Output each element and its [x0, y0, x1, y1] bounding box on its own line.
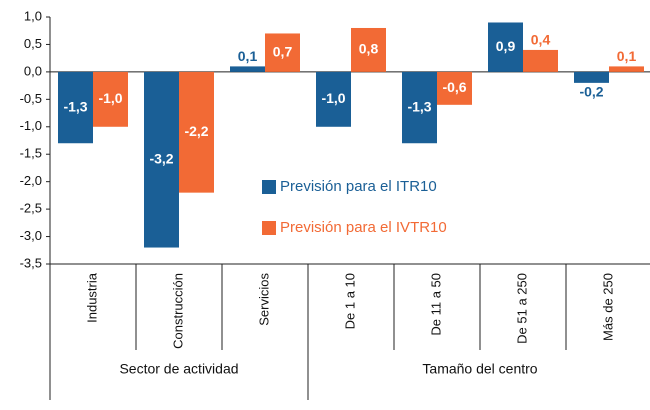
x-tick-label: Construcción: [170, 273, 185, 349]
bar: [402, 71, 437, 144]
y-tick-label: 0,5: [24, 36, 42, 51]
x-tick-label: De 1 a 10: [342, 273, 357, 329]
bar: [265, 33, 300, 72]
legend-label: Previsión para el IVTR10: [280, 219, 447, 236]
y-tick-label: -1,5: [20, 146, 42, 161]
x-tick-label: Más de 250: [600, 273, 615, 341]
y-tick-label: -2,0: [20, 173, 42, 188]
value-label: -0,6: [442, 79, 466, 95]
bar: [316, 71, 351, 127]
x-tick-label: Servicios: [256, 273, 271, 326]
bar: [574, 71, 609, 83]
bar: [351, 27, 386, 72]
legend-swatch: [262, 180, 276, 194]
y-tick-label: -3,0: [20, 228, 42, 243]
y-tick-label: -1,0: [20, 118, 42, 133]
value-label: -1,3: [63, 98, 87, 114]
value-label: 0,1: [617, 48, 637, 64]
value-label: 0,9: [496, 38, 516, 54]
group-label: Tamaño del centro: [422, 361, 537, 377]
value-label: -2,2: [184, 123, 208, 139]
y-tick-label: -2,5: [20, 201, 42, 216]
bar: [437, 71, 472, 105]
value-label: -1,0: [321, 90, 345, 106]
x-tick-label: Industria: [84, 272, 99, 323]
value-label: -1,0: [98, 90, 122, 106]
value-label: -0,2: [579, 84, 603, 100]
legend-swatch: [262, 221, 276, 235]
value-label: 0,4: [531, 32, 551, 48]
y-tick-label: -0,5: [20, 91, 42, 106]
bar: [523, 49, 558, 72]
bar: [179, 71, 214, 193]
bar: [93, 71, 128, 127]
y-tick-label: 1,0: [24, 8, 42, 23]
value-label: -3,2: [149, 150, 173, 166]
x-tick-label: De 11 a 50: [428, 273, 443, 336]
value-label: 0,8: [359, 41, 379, 57]
y-tick-label: 0,0: [24, 63, 42, 78]
bar: [609, 66, 644, 72]
value-label: 0,7: [273, 43, 293, 59]
bar: [230, 66, 265, 72]
group-label: Sector de actividad: [119, 361, 238, 377]
x-tick-label: De 51 a 250: [514, 273, 529, 344]
bar: [58, 71, 93, 144]
bar: [488, 22, 523, 72]
value-label: -1,3: [407, 98, 431, 114]
y-tick-label: -3,5: [20, 255, 42, 270]
bar: [144, 71, 179, 248]
value-label: 0,1: [238, 48, 258, 64]
legend-label: Previsión para el ITR10: [280, 178, 437, 195]
